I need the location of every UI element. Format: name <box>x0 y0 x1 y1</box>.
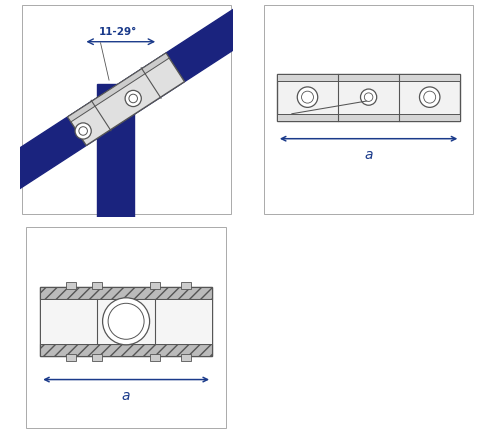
Bar <box>40 299 212 344</box>
Bar <box>276 75 459 121</box>
Polygon shape <box>0 5 260 195</box>
Polygon shape <box>67 54 184 146</box>
Circle shape <box>108 304 144 339</box>
Bar <box>181 282 191 289</box>
Circle shape <box>297 88 317 108</box>
Bar <box>97 85 133 217</box>
Bar <box>66 354 76 361</box>
Circle shape <box>125 91 141 107</box>
Circle shape <box>363 94 372 102</box>
Circle shape <box>103 298 149 345</box>
Bar <box>91 354 102 361</box>
Bar <box>40 344 212 356</box>
Bar <box>91 282 102 289</box>
Circle shape <box>79 128 87 136</box>
Text: a: a <box>121 388 130 402</box>
Circle shape <box>129 95 137 103</box>
Bar <box>276 75 459 81</box>
Circle shape <box>301 92 313 104</box>
Bar <box>40 287 212 356</box>
Bar <box>150 282 160 289</box>
Circle shape <box>419 88 439 108</box>
Bar <box>181 354 191 361</box>
Circle shape <box>423 92 435 104</box>
Text: a: a <box>363 148 372 162</box>
Bar <box>40 287 212 299</box>
Bar <box>150 354 160 361</box>
Bar <box>66 282 76 289</box>
Polygon shape <box>67 54 169 123</box>
Bar <box>276 115 459 121</box>
Text: 11-29°: 11-29° <box>98 27 136 37</box>
Circle shape <box>75 124 91 140</box>
Circle shape <box>360 90 376 106</box>
